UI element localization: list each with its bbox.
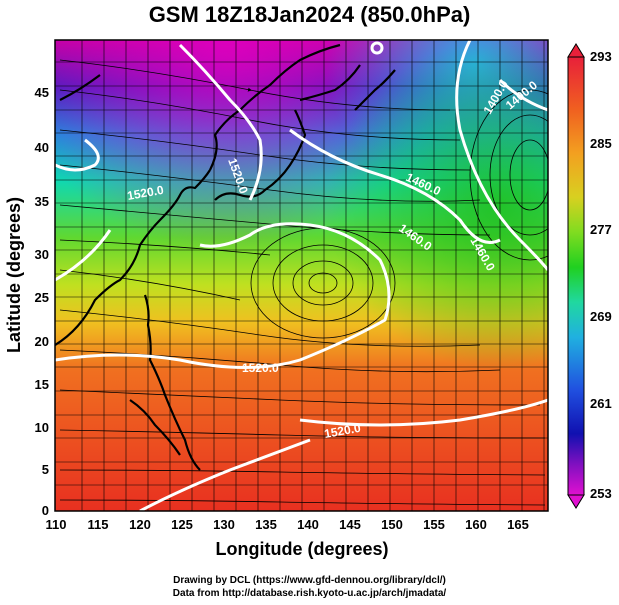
y-tick-label: 40 bbox=[35, 140, 49, 155]
colorbar-label: 277 bbox=[590, 222, 612, 237]
y-tick-label: 5 bbox=[42, 462, 49, 477]
x-tick-label: 115 bbox=[88, 517, 109, 532]
colorbar-label: 269 bbox=[590, 309, 612, 324]
x-tick-label: 125 bbox=[171, 517, 193, 532]
coastlines bbox=[55, 43, 396, 471]
map-plot-area: 1520.0 1520.0 1520.0 1460.0 1460.0 1400.… bbox=[55, 40, 548, 511]
colorbar: 293 285 277 269 261 253 bbox=[567, 43, 612, 509]
colorbar-scale bbox=[567, 56, 585, 496]
credit-data-source: Data from http://database.rish.kyoto-u.a… bbox=[172, 588, 447, 599]
y-tick-label: 30 bbox=[35, 247, 49, 262]
contour-label: 1520.0 bbox=[323, 421, 362, 441]
x-tick-label: 130 bbox=[213, 517, 235, 532]
contour-label: 1520.0 bbox=[242, 361, 279, 375]
plot-frame bbox=[54, 39, 549, 512]
x-tick-label: 155 bbox=[423, 517, 445, 532]
y-tick-label: 0 bbox=[42, 503, 49, 518]
page-title: GSM 18Z18Jan2024 (850.0hPa) bbox=[148, 2, 471, 27]
x-tick-label: 120 bbox=[129, 517, 151, 532]
lat-lon-grid bbox=[55, 40, 548, 511]
contour-label: 1520.0 bbox=[126, 183, 165, 203]
x-tick-label: 160 bbox=[465, 517, 487, 532]
x-tick-label: 150 bbox=[381, 517, 403, 532]
colorbar-top-arrow bbox=[567, 43, 585, 58]
credits: Drawing by DCL (https://www.gfd-dennou.o… bbox=[0, 574, 619, 600]
y-tick-label: 35 bbox=[35, 194, 49, 209]
y-tick-label: 25 bbox=[35, 290, 49, 305]
x-tick-label: 135 bbox=[255, 517, 277, 532]
x-tick-label: 140 bbox=[297, 517, 319, 532]
colorbar-label: 293 bbox=[590, 49, 612, 64]
colorbar-label: 285 bbox=[590, 136, 612, 151]
colorbar-label: 261 bbox=[590, 396, 612, 411]
y-tick-label: 10 bbox=[35, 420, 49, 435]
x-tick-label: 165 bbox=[507, 517, 529, 532]
y-tick-label: 45 bbox=[35, 85, 49, 100]
x-axis-title: Longitude (degrees) bbox=[215, 539, 388, 559]
credit-drawing: Drawing by DCL (https://www.gfd-dennou.o… bbox=[173, 575, 446, 586]
colorbar-label: 253 bbox=[590, 486, 612, 501]
x-tick-label: 110 bbox=[46, 517, 67, 532]
y-tick-label: 15 bbox=[35, 377, 49, 392]
x-tick-label: 145 bbox=[339, 517, 361, 532]
colorbar-bottom-arrow bbox=[567, 494, 585, 509]
height-contours bbox=[55, 40, 548, 511]
x-axis: 110 115 120 125 130 135 140 145 150 155 … bbox=[46, 517, 529, 559]
y-axis: 45 40 35 30 25 20 15 10 5 0 Latitude (de… bbox=[4, 85, 49, 518]
y-tick-label: 20 bbox=[35, 334, 49, 349]
y-axis-title: Latitude (degrees) bbox=[4, 197, 24, 353]
